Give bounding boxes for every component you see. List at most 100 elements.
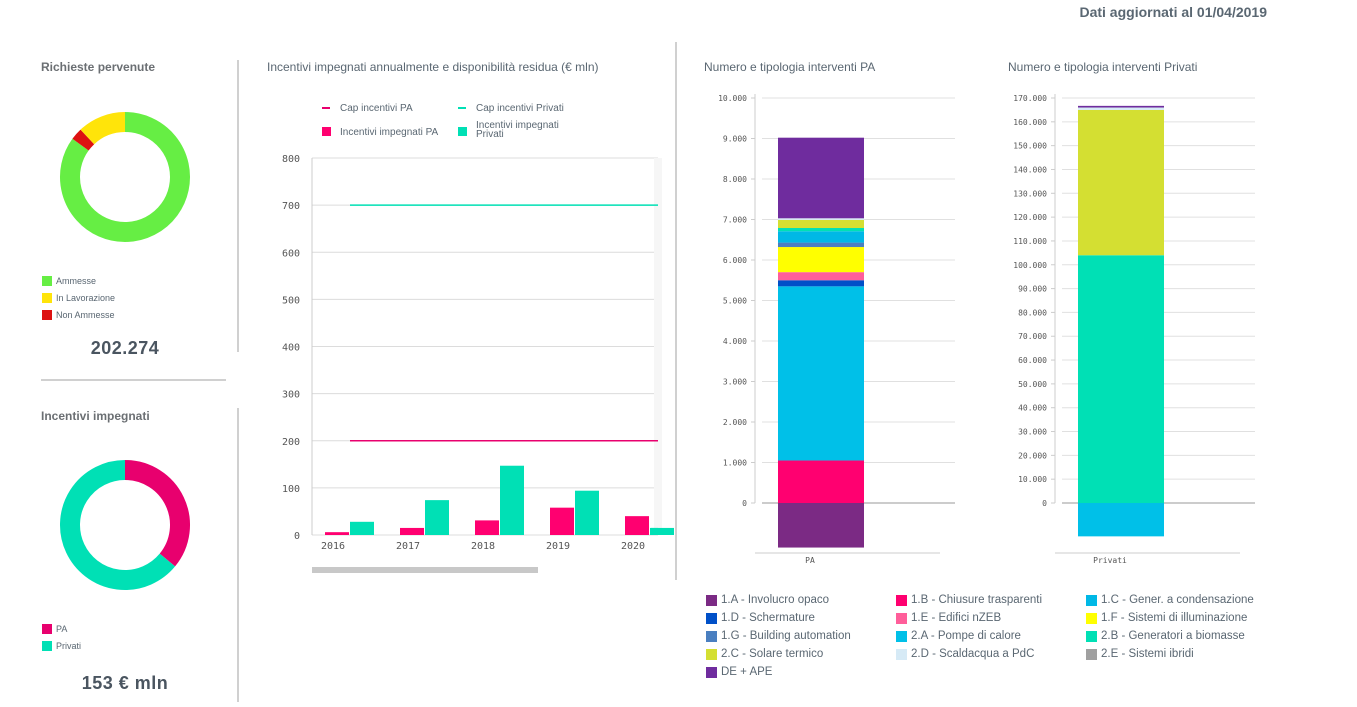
legend-item-1-c-gener-a-condensazione[interactable]: 1.C - Gener. a condensazione bbox=[1086, 591, 1276, 609]
interventi-legend: 1.A - Involucro opaco 1.B - Chiusure tras… bbox=[706, 591, 1276, 681]
legend-label: Cap incentivi Privati bbox=[476, 103, 564, 114]
legend-swatch bbox=[42, 309, 52, 320]
legend-label: 1.C - Gener. a condensazione bbox=[1101, 594, 1254, 606]
x-tick-label: PA bbox=[805, 556, 815, 565]
legend-item-privati[interactable]: Privati bbox=[42, 637, 81, 654]
legend-label: Incentivi impegnati bbox=[476, 120, 559, 131]
y-tick-label: 150.000 bbox=[1013, 142, 1047, 151]
y-tick-label: 90.000 bbox=[1018, 285, 1047, 294]
legend-item-2-d-scaldacqua-a-pdc[interactable]: 2.D - Scaldacqua a PdC bbox=[896, 645, 1086, 663]
y-tick-label: 10.000 bbox=[1018, 475, 1047, 484]
donut-slice-pa bbox=[124, 460, 190, 567]
y-tick-label: 5.000 bbox=[723, 297, 747, 306]
legend-item-1-g-building-automation[interactable]: 1.G - Building automation bbox=[706, 627, 896, 645]
bar-seg-2-b-generatori-a-biomasse bbox=[778, 228, 864, 232]
donut-slice-ammesse bbox=[60, 112, 190, 242]
x-tick-label: 2018 bbox=[471, 541, 495, 552]
y-tick-label: 70.000 bbox=[1018, 332, 1047, 341]
divider bbox=[41, 379, 226, 381]
bar-seg-1-e-edifici-nzeb bbox=[778, 272, 864, 281]
legend-label: PA bbox=[56, 623, 68, 634]
annual-chart: Cap incentivi PA Cap incentivi Privati Inc… bbox=[282, 103, 674, 552]
legend-line-cap-incentivi-privati bbox=[458, 107, 466, 109]
y-tick-label: 130.000 bbox=[1013, 189, 1047, 198]
legend-item-ammesse[interactable]: Ammesse bbox=[42, 272, 115, 289]
legend-label: 1.D - Schermature bbox=[721, 612, 815, 624]
y-tick-label: 300 bbox=[282, 390, 300, 401]
bar-seg-2-d-scaldacqua-a-pdc bbox=[778, 218, 864, 220]
x-tick-label: 2020 bbox=[621, 541, 645, 552]
legend-label: Privati bbox=[476, 129, 504, 140]
legend-swatch bbox=[42, 623, 52, 634]
legend-item-1-e-edifici-nzeb[interactable]: 1.E - Edifici nZEB bbox=[896, 609, 1086, 627]
legend-label: 1.E - Edifici nZEB bbox=[911, 612, 1002, 624]
legend-swatch bbox=[1086, 630, 1097, 642]
y-tick-label: 0 bbox=[294, 531, 300, 542]
y-tick-label: 600 bbox=[282, 248, 300, 259]
legend-label: 1.F - Sistemi di illuminazione bbox=[1101, 612, 1248, 624]
legend-swatch bbox=[706, 630, 717, 642]
legend-item-2-a-pompe-di-calore[interactable]: 2.A - Pompe di calore bbox=[896, 627, 1086, 645]
legend-swatch bbox=[706, 594, 717, 606]
y-tick-label: 800 bbox=[282, 154, 300, 165]
bar-seg-2-c-solare-termico bbox=[1078, 109, 1164, 256]
y-tick-label: 7.000 bbox=[723, 216, 747, 225]
bar-seg-1-a-involucro-opaco bbox=[778, 503, 864, 548]
y-tick-label: 100 bbox=[282, 484, 300, 495]
bar-pa-2016 bbox=[325, 532, 349, 535]
chart-scrollbar[interactable] bbox=[312, 567, 538, 573]
y-tick-label: 0 bbox=[742, 499, 747, 508]
legend-item-2-b-generatori-a-biomasse[interactable]: 2.B - Generatori a biomasse bbox=[1086, 627, 1276, 645]
legend-swatch bbox=[706, 612, 717, 624]
legend-swatch bbox=[1086, 612, 1097, 624]
x-tick-label: 2019 bbox=[546, 541, 570, 552]
legend-swatch bbox=[706, 648, 717, 660]
x-tick-label: Privati bbox=[1093, 556, 1127, 565]
scroll-fade bbox=[654, 158, 662, 535]
legend-label: Incentivi impegnati PA bbox=[340, 127, 439, 138]
bar-privati-2020 bbox=[650, 527, 674, 535]
y-tick-label: 1.000 bbox=[723, 459, 747, 468]
y-tick-label: 4.000 bbox=[723, 337, 747, 346]
legend-item-1-d-schermature[interactable]: 1.D - Schermature bbox=[706, 609, 896, 627]
legend-item-2-e-sistemi-ibridi[interactable]: 2.E - Sistemi ibridi bbox=[1086, 645, 1276, 663]
y-tick-label: 200 bbox=[282, 437, 300, 448]
bar-seg-de-ape bbox=[778, 137, 864, 219]
y-tick-label: 30.000 bbox=[1018, 428, 1047, 437]
divider bbox=[237, 60, 239, 352]
legend-label: DE + APE bbox=[721, 666, 773, 678]
bar-seg-2-a-pompe-di-calore bbox=[1078, 503, 1164, 537]
legend-item-1-b-chiusure-trasparenti[interactable]: 1.B - Chiusure trasparenti bbox=[896, 591, 1086, 609]
privati-stacked-chart: 0 10.000 20.000 30.000 40.000 50.000 60.000 70.… bbox=[1013, 94, 1255, 565]
donut-slice-in-lavorazione bbox=[80, 112, 126, 145]
divider bbox=[675, 42, 677, 580]
bar-seg-1-g-building-automation bbox=[778, 242, 864, 248]
bar-seg-1-b-chiusure-trasparenti bbox=[778, 460, 864, 503]
bar-privati-2018 bbox=[500, 465, 524, 535]
bar-seg-2-d-scaldacqua-a-pdc bbox=[1078, 107, 1164, 110]
pa-stacked-chart: 0 1.000 2.000 3.000 4.000 5.000 6.000 7.000 8.00… bbox=[718, 94, 955, 565]
legend-item-1-a-involucro-opaco[interactable]: 1.A - Involucro opaco bbox=[706, 591, 896, 609]
legend-item-2-c-solare-termico[interactable]: 2.C - Solare termico bbox=[706, 645, 896, 663]
legend-item-non-ammesse[interactable]: Non Ammesse bbox=[42, 306, 115, 323]
y-tick-label: 40.000 bbox=[1018, 404, 1047, 413]
legend-label: 1.A - Involucro opaco bbox=[721, 594, 830, 606]
legend-label: 2.E - Sistemi ibridi bbox=[1101, 648, 1194, 660]
bar-seg-2-a-pompe-di-calore bbox=[778, 286, 864, 461]
bar-seg-1-c-gener-a-condensazione bbox=[778, 231, 864, 243]
legend-item-pa[interactable]: PA bbox=[42, 620, 81, 637]
legend-label: 1.B - Chiusure trasparenti bbox=[911, 594, 1043, 606]
incentivi-title: Incentivi impegnati bbox=[41, 409, 150, 423]
richieste-legend: Ammesse In Lavorazione Non Ammesse bbox=[42, 272, 115, 323]
y-tick-label: 20.000 bbox=[1018, 451, 1047, 460]
y-tick-label: 8.000 bbox=[723, 175, 747, 184]
y-tick-label: 3.000 bbox=[723, 378, 747, 387]
y-tick-label: 160.000 bbox=[1013, 118, 1047, 127]
legend-item-de-ape[interactable]: DE + APE bbox=[706, 663, 896, 681]
legend-item-in-lavorazione[interactable]: In Lavorazione bbox=[42, 289, 115, 306]
legend-swatch bbox=[896, 594, 907, 606]
pa-chart-title: Numero e tipologia interventi PA bbox=[704, 60, 876, 74]
bar-pa-2019 bbox=[550, 507, 574, 535]
bar-privati-2017 bbox=[425, 500, 449, 535]
legend-item-1-f-sistemi-di-illuminazione[interactable]: 1.F - Sistemi di illuminazione bbox=[1086, 609, 1276, 627]
